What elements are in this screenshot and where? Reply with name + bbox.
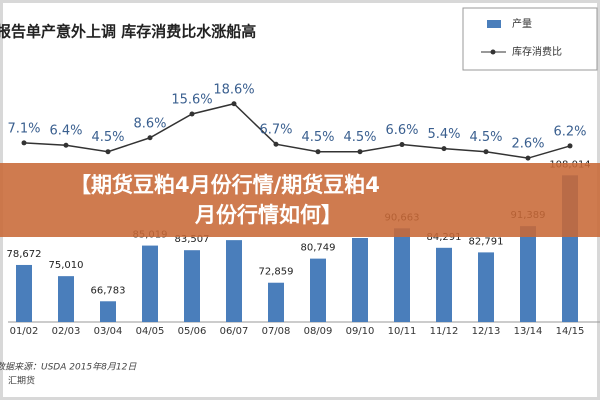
ratio-label: 4.5% xyxy=(469,130,502,145)
ratio-point xyxy=(63,142,69,148)
bar-label: 75,010 xyxy=(49,260,84,271)
x-tick-label: 10/11 xyxy=(388,326,417,337)
bar-label: 84,291 xyxy=(427,232,462,243)
x-tick-label: 04/05 xyxy=(136,326,165,337)
ratio-label: 8.6% xyxy=(133,116,166,131)
ratio-point xyxy=(189,111,195,117)
bar-label: 72,859 xyxy=(259,267,294,278)
bar xyxy=(520,226,536,322)
x-tick-label: 02/03 xyxy=(52,326,81,337)
ratio-line xyxy=(23,102,571,159)
ratio-label: 18.6% xyxy=(213,82,254,97)
legend-swatch xyxy=(487,20,501,28)
bar xyxy=(436,247,452,322)
source: 数据来源：USDA 2015年8月12日 xyxy=(0,362,137,373)
bar xyxy=(58,276,74,322)
bar-label: 66,783 xyxy=(91,285,126,296)
banner xyxy=(0,163,600,237)
legend-swatch xyxy=(490,49,496,55)
ratio-label: 4.5% xyxy=(343,130,376,145)
ratio-label: 2.6% xyxy=(511,137,544,152)
ratio-point xyxy=(567,143,573,149)
bar xyxy=(100,301,116,322)
ratio-point xyxy=(315,149,321,155)
ratio-label: 15.6% xyxy=(171,92,212,107)
x-tick-label: 06/07 xyxy=(220,326,249,337)
ratio-point xyxy=(231,101,237,107)
banner-text: 【期货豆粕4月份行情/期货豆粕4 xyxy=(70,173,380,197)
ratio-point xyxy=(105,149,111,155)
ratio-label: 6.2% xyxy=(553,124,586,139)
x-tick-label: 01/02 xyxy=(10,326,39,337)
chart-title: 报告单产意外上调 库存消费比水涨船高 xyxy=(0,23,256,41)
x-tick-label: 08/09 xyxy=(304,326,333,337)
ratio-label: 4.5% xyxy=(91,130,124,145)
ratio-label: 4.5% xyxy=(301,130,334,145)
x-tick-label: 03/04 xyxy=(94,326,123,337)
x-tick-label: 07/08 xyxy=(262,326,291,337)
ratio-point xyxy=(147,135,153,141)
legend-label: 库存消费比 xyxy=(512,45,562,58)
ratio-label: 6.4% xyxy=(49,124,82,139)
x-tick-label: 13/14 xyxy=(514,326,543,337)
bar xyxy=(16,264,32,322)
ratio-point xyxy=(357,149,363,155)
ratio-label: 7.1% xyxy=(7,121,40,136)
bar xyxy=(394,228,410,322)
bar-label: 82,791 xyxy=(469,236,504,247)
bar-label: 83,507 xyxy=(175,234,210,245)
x-tick-label: 14/15 xyxy=(556,326,585,337)
ratio-point xyxy=(525,155,531,161)
ratio-point xyxy=(441,146,447,152)
source2: 汇期货 xyxy=(8,375,35,387)
ratio-point xyxy=(399,142,405,148)
banner-text: 月份行情如何】 xyxy=(194,203,342,227)
bar-label: 78,672 xyxy=(7,249,42,260)
legend-box xyxy=(462,7,598,71)
bar-label: 80,749 xyxy=(301,243,336,254)
x-tick-label: 12/13 xyxy=(472,326,501,337)
ratio-label: 5.4% xyxy=(427,127,460,142)
ratio-point xyxy=(21,140,27,146)
ratio-label: 6.6% xyxy=(385,123,418,138)
x-tick-label: 09/10 xyxy=(346,326,375,337)
ratio-point xyxy=(483,149,489,155)
bar xyxy=(268,282,284,322)
bar xyxy=(184,250,200,322)
bar xyxy=(478,252,494,322)
ratio-point xyxy=(273,141,279,147)
bar xyxy=(352,238,368,322)
bar xyxy=(142,245,158,322)
legend-label: 产量 xyxy=(512,17,532,30)
x-tick-label: 11/12 xyxy=(430,326,459,337)
bar xyxy=(310,258,326,322)
ratio-label: 6.7% xyxy=(259,123,292,138)
x-tick-label: 05/06 xyxy=(178,326,207,337)
bar xyxy=(226,240,242,322)
